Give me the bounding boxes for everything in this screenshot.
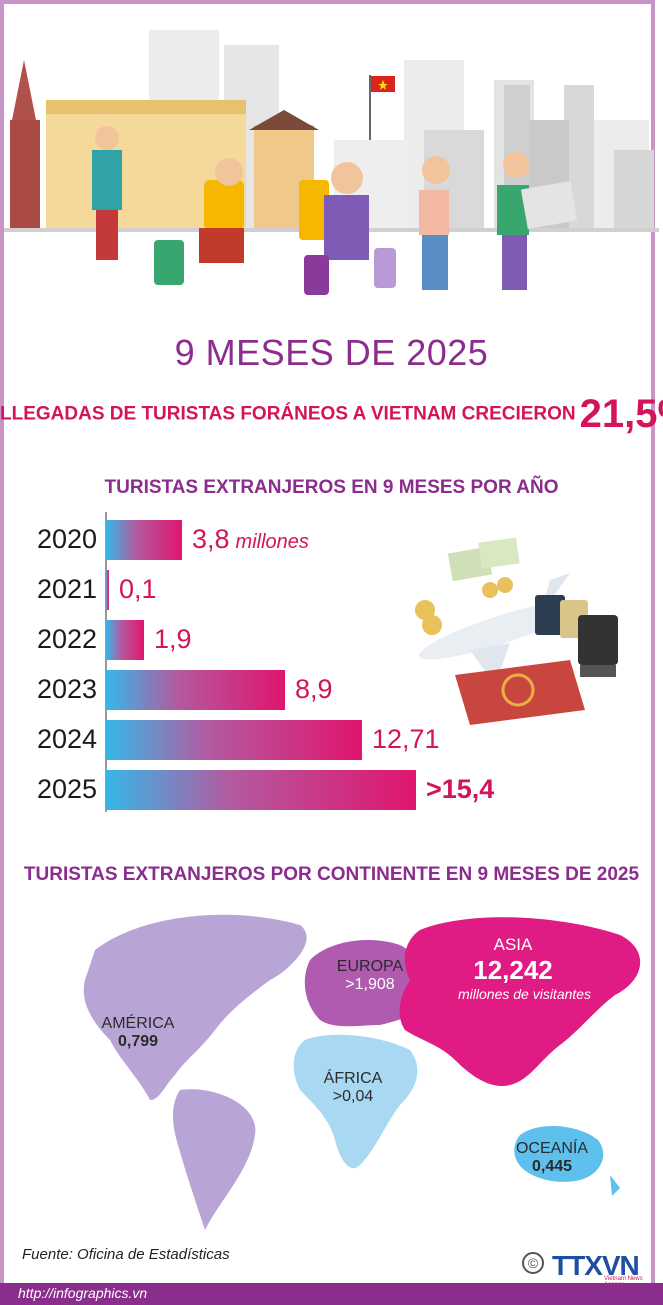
region-asia <box>399 917 641 1086</box>
world-map <box>83 914 641 1230</box>
region-value: 0,445 <box>531 1158 573 1175</box>
region-name: ASIA <box>493 935 533 954</box>
bar-value-2024: 12,71 <box>372 724 440 755</box>
bar-2020 <box>106 520 182 560</box>
headline-text: LLEGADAS DE TURISTAS FORÁNEOS A VIETNAM … <box>0 403 576 425</box>
bar-value-text: >15,4 <box>426 774 495 804</box>
bar-2025 <box>106 770 416 810</box>
year-label: 2024 <box>37 724 98 754</box>
bar-value-text: 0,1 <box>119 574 157 604</box>
footer-url-link[interactable]: http://infographics.vn <box>18 1285 148 1301</box>
label-asia: ASIA 12,242 millones de visitantes <box>458 935 592 1002</box>
page-frame <box>0 0 655 1283</box>
bar-value-text: 1,9 <box>154 624 192 654</box>
source-note: Fuente: Oficina de Estadísticas <box>22 1246 230 1263</box>
bar-value-2022: 1,9 <box>154 624 192 655</box>
bar-chart-axis <box>105 512 107 812</box>
copyright-icon: © <box>522 1252 544 1274</box>
year-label: 2021 <box>37 574 98 604</box>
region-europe <box>304 940 427 1027</box>
region-name: EUROPA <box>336 958 404 975</box>
region-value: 0,799 <box>117 1033 159 1050</box>
bar-value-text: 3,8 <box>192 524 230 554</box>
year-label: 2020 <box>37 524 98 554</box>
label-america: AMÉRICA 0,799 <box>88 1015 188 1051</box>
year-label: 2022 <box>37 624 98 654</box>
bar-2021 <box>106 570 109 610</box>
label-oceania: OCEANÍA 0,445 <box>507 1140 597 1176</box>
region-value: >0,04 <box>332 1088 374 1105</box>
travel-illustration <box>415 537 618 725</box>
region-name: OCEANÍA <box>515 1140 588 1157</box>
year-label: 2025 <box>37 774 98 804</box>
yearly-chart-title: TURISTAS EXTRANJEROS EN 9 MESES POR AÑO <box>104 477 559 498</box>
region-name: ÁFRICA <box>323 1070 383 1087</box>
label-europe: EUROPA >1,908 <box>325 958 415 994</box>
bar-value-text: 12,71 <box>372 724 440 754</box>
continent-map-title: TURISTAS EXTRANJEROS POR CONTINENTE EN 9… <box>23 864 640 885</box>
bar-value-2023: 8,9 <box>295 674 333 705</box>
tourists-skyline-illustration <box>4 30 659 295</box>
bar-value-2021: 0,1 <box>119 574 157 605</box>
footer-bar: http://infographics.vn <box>0 1283 663 1305</box>
year-label: 2023 <box>37 674 98 704</box>
bar-value-text: 8,9 <box>295 674 333 704</box>
ttxvn-logo: TTXVN <box>552 1250 640 1281</box>
unit-label: millones <box>235 531 309 553</box>
main-title: 9 MESES DE 2025 <box>174 332 489 373</box>
region-note: millones de visitantes <box>458 986 592 1002</box>
region-value: >1,908 <box>345 976 395 993</box>
bar-2024 <box>106 720 362 760</box>
region-value: 12,242 <box>473 955 553 985</box>
headline: LLEGADAS DE TURISTAS FORÁNEOS A VIETNAM … <box>0 392 663 437</box>
region-africa <box>293 1034 418 1169</box>
bar-2022 <box>106 620 144 660</box>
headline-growth-value: 21,5% <box>579 392 663 436</box>
bar-value-2020: 3,8 millones <box>192 524 309 555</box>
region-name: AMÉRICA <box>101 1015 175 1032</box>
bar-value-2025: >15,4 <box>426 774 494 805</box>
region-oceania <box>514 1125 620 1196</box>
bar-2023 <box>106 670 285 710</box>
label-africa: ÁFRICA >0,04 <box>308 1070 398 1106</box>
region-america <box>83 914 307 1230</box>
